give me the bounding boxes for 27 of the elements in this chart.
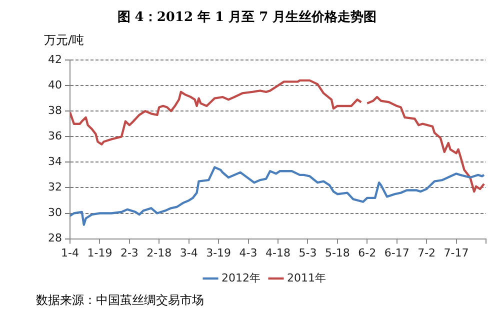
x-tick-label: 1-4 <box>61 246 79 260</box>
y-tick-label: 42 <box>48 52 62 66</box>
y-tick-label: 34 <box>48 155 62 168</box>
y-tick-label: 40 <box>48 78 62 92</box>
x-tick-label: 4-3 <box>239 246 258 260</box>
x-tick-label: 6-2 <box>358 246 376 260</box>
x-tick-label: 5-3 <box>298 246 317 260</box>
x-tick-label: 7-17 <box>444 246 469 260</box>
y-tick-label: 36 <box>48 129 62 142</box>
x-tick-label: 2-3 <box>120 246 138 260</box>
legend-label: 2012年 <box>222 271 261 284</box>
x-tick-label: 5-18 <box>324 246 350 260</box>
legend-label: 2011年 <box>287 271 326 284</box>
y-axis-title: 万元/吨 <box>44 32 84 49</box>
x-tick-label: 2-18 <box>146 246 172 260</box>
x-tick-label: 3-19 <box>206 246 232 260</box>
y-tick-label: 30 <box>48 206 62 220</box>
x-tick-label: 4-18 <box>266 246 290 260</box>
x-tick-label: 1-19 <box>87 246 112 260</box>
x-tick-label: 7-2 <box>418 246 436 260</box>
x-tick-label: 3-4 <box>180 246 198 260</box>
x-tick-label: 6-17 <box>384 246 410 260</box>
source-note: 数据来源：中国茧丝绸交易市场 <box>36 292 204 309</box>
y-tick-label: 32 <box>48 180 62 194</box>
y-tick-label: 28 <box>48 232 62 245</box>
chart-title: 图 4：2012 年 1 月至 7 月生丝价格走势图 <box>116 9 378 26</box>
y-tick-label: 38 <box>48 104 62 117</box>
